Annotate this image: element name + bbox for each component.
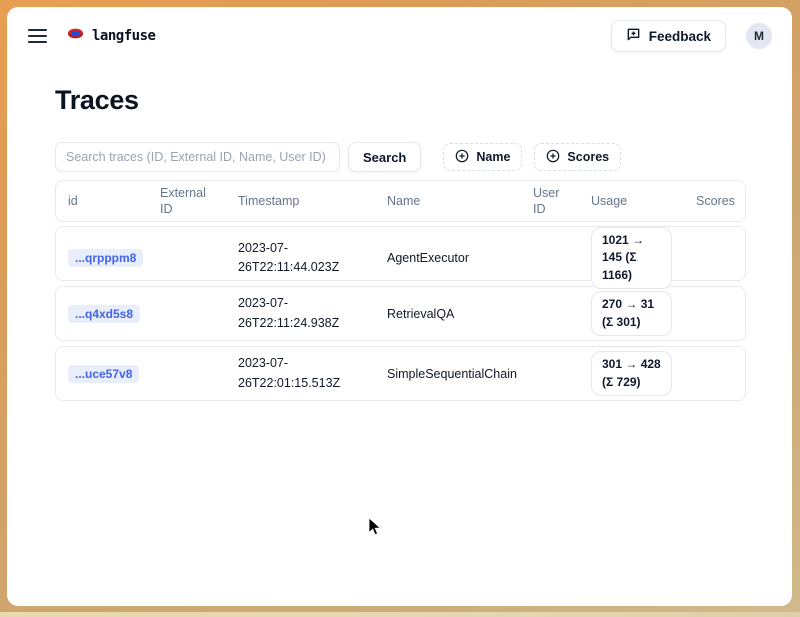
feedback-button[interactable]: Feedback [610,20,726,52]
trace-id-link[interactable]: ...uce57v8 [68,364,140,383]
filter-name-button[interactable]: Name [443,143,523,171]
timestamp-cell: 2023-07-26T22:11:24.938Z [238,296,340,330]
column-header-user-id: User ID [533,185,560,216]
timestamp-cell: 2023-07-26T22:11:44.023Z [238,240,340,275]
mouse-cursor [367,517,383,542]
filter-scores-label: Scores [567,150,610,164]
trace-id-link[interactable]: ...q4xd5s8 [68,304,141,323]
langfuse-logo-icon [67,26,84,46]
top-bar: langfuse Feedback M [7,7,792,65]
usage-badge: 301 → 428 (Σ 729) [591,351,672,396]
column-header-id: id [68,193,78,208]
traces-table: id External ID Timestamp Name User ID Us… [55,180,746,401]
menu-icon[interactable] [28,29,47,43]
page-title: Traces [55,85,139,115]
plus-circle-icon [546,149,560,166]
usage-badge: 270 → 31 (Σ 301) [591,291,672,336]
feedback-label: Feedback [648,28,711,44]
brand[interactable]: langfuse [67,26,156,46]
avatar[interactable]: M [746,23,772,49]
search-input[interactable] [55,142,340,172]
trace-id-link[interactable]: ...qrpppm8 [68,249,144,268]
app-window: langfuse Feedback M Traces Search [7,7,792,606]
column-header-timestamp: Timestamp [238,193,300,208]
feedback-bubble-icon [626,27,641,45]
table-row[interactable]: ...qrpppm8 2023-07-26T22:11:44.023Z Agen… [55,226,746,290]
column-header-name: Name [387,193,421,208]
filter-scores-button[interactable]: Scores [534,143,622,171]
column-header-usage: Usage [591,193,628,208]
usage-badge: 1021 → 145 (Σ 1166) [591,227,672,290]
avatar-initial: M [754,29,764,43]
name-cell: SimpleSequentialChain [387,366,517,381]
main-content: Traces Search Name Scores [7,65,792,401]
search-button[interactable]: Search [348,142,422,172]
name-cell: RetrievalQA [387,306,455,321]
plus-circle-icon [455,149,469,166]
brand-name: langfuse [92,28,156,44]
frame-bottom-strip [0,612,800,617]
table-row[interactable]: ...uce57v8 2023-07-26T22:01:15.513Z Simp… [55,346,746,401]
search-toolbar: Search Name Scores [55,142,746,172]
column-header-scores: Scores [696,193,735,208]
name-cell: AgentExecutor [387,251,469,266]
table-row[interactable]: ...q4xd5s8 2023-07-26T22:11:24.938Z Retr… [55,286,746,341]
filter-name-label: Name [476,150,511,164]
column-header-external-id: External ID [160,185,206,216]
timestamp-cell: 2023-07-26T22:01:15.513Z [238,356,341,390]
table-header-row: id External ID Timestamp Name User ID Us… [55,180,746,222]
